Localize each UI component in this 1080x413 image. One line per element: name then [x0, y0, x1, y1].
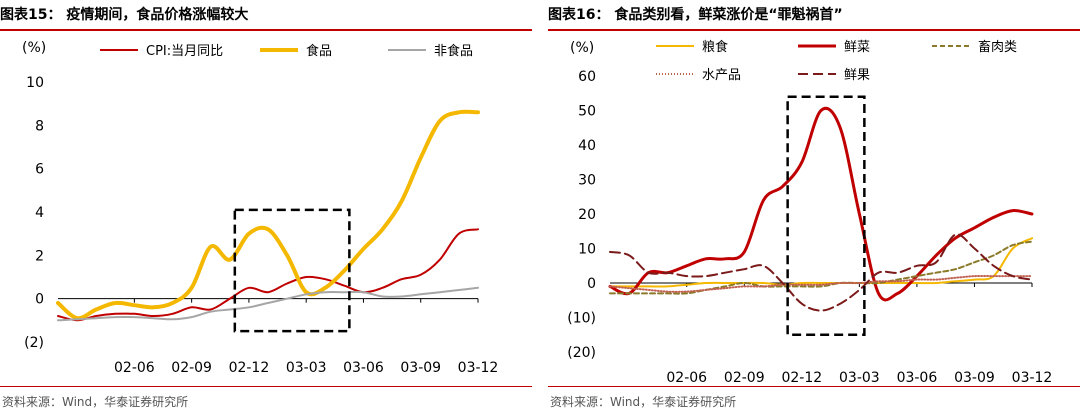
series-line-1 [56, 109, 480, 321]
y-tick-label: 0 [587, 276, 596, 292]
legend-label: 非食品 [434, 43, 473, 59]
legend-label: 畜肉类 [978, 39, 1017, 55]
x-tick-label: 02-06 [666, 370, 707, 384]
series-line-0 [609, 237, 1033, 288]
y-tick-label: 20 [578, 207, 596, 223]
series-line-0 [57, 228, 479, 322]
title-rule [548, 29, 1080, 31]
x-tick-label: 03-09 [954, 370, 995, 384]
y-tick-label: 4 [35, 205, 44, 221]
x-tick-label: 03-06 [897, 370, 938, 384]
title-rule [0, 29, 532, 31]
x-tick-label: 03-12 [458, 360, 499, 376]
series-line-3 [609, 274, 1033, 293]
y-tick-label: 10 [578, 242, 596, 258]
legend-label: 食品 [306, 43, 332, 59]
line-chart-food-categories: (%) (20) (10) 0 10 20 30 40 50 60 02-06 02-09 02-12 0… [567, 39, 1053, 384]
y-tick-label: 2 [35, 248, 44, 264]
chart-panel-left: 图表15： 疫情期间，食品价格涨幅较大 (%) (2) 0 2 4 6 8 10 02-06 02… [0, 0, 532, 413]
y-tick-label: 60 [578, 69, 596, 85]
series-line-2 [57, 286, 479, 322]
y-tick-label: 0 [35, 292, 44, 308]
highlight-box [233, 208, 351, 333]
y-tick-label: 30 [578, 173, 596, 189]
source-note: 资料来源：Wind，华泰证券研究所 [550, 395, 737, 409]
x-tick-label: 03-03 [839, 370, 880, 384]
x-tick-label: 02-12 [229, 360, 270, 376]
line-chart-cpi-food: (%) (2) 0 2 4 6 8 10 02-06 02-09 02-12 03-03 03-06 03… [22, 40, 499, 376]
chart-panel-right: 图表16： 食品类别看，鲜菜涨价是“罪魁祸首” (%) (20) (10) 0 10 20… [548, 0, 1080, 413]
y-tick-label: 50 [578, 104, 596, 120]
x-tick-label: 03-03 [286, 360, 327, 376]
series-line-1 [608, 106, 1034, 302]
source-rule [548, 386, 1080, 387]
y-tick-label: 10 [26, 75, 44, 91]
y-tick-label: (20) [567, 345, 596, 361]
legend-label: CPI:当月同比 [146, 44, 223, 59]
source-rule [0, 386, 532, 387]
y-axis-label: (%) [570, 40, 594, 56]
x-tick-label: 02-09 [171, 360, 212, 376]
series-line-2 [609, 240, 1033, 295]
highlight-box [786, 95, 866, 336]
chart-title: 图表15： 疫情期间，食品价格涨幅较大 [0, 7, 249, 23]
legend-label: 鲜果 [844, 68, 870, 83]
x-tick-label: 03-12 [1012, 370, 1053, 384]
x-tick-label: 02-12 [781, 370, 822, 384]
source-note: 资料来源：Wind，华泰证券研究所 [2, 395, 189, 409]
legend-label: 水产品 [702, 68, 741, 83]
y-tick-label: 6 [35, 162, 44, 178]
y-tick-label: 40 [578, 138, 596, 154]
chart-title: 图表16： 食品类别看，鲜菜涨价是“罪魁祸首” [548, 7, 843, 23]
y-tick-label: (2) [24, 335, 44, 351]
legend-label: 鲜菜 [844, 40, 870, 55]
x-tick-label: 02-06 [114, 360, 155, 376]
y-tick-label: 8 [35, 118, 44, 134]
x-tick-label: 03-06 [343, 360, 384, 376]
x-tick-label: 02-09 [724, 370, 765, 384]
series-line-4 [609, 233, 1033, 312]
y-axis-label: (%) [22, 40, 46, 56]
y-tick-label: (10) [567, 311, 596, 327]
x-tick-label: 03-09 [400, 360, 441, 376]
legend-label: 粮食 [702, 39, 728, 55]
